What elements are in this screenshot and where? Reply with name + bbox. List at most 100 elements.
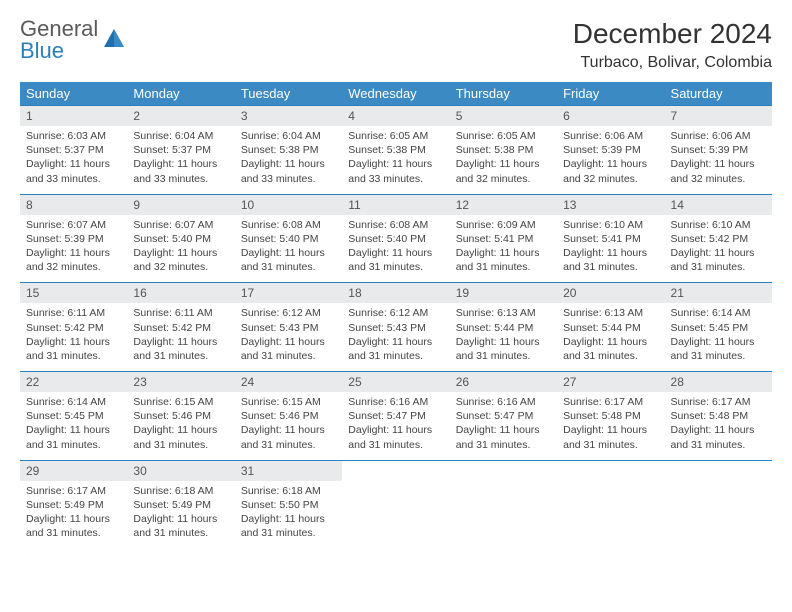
sunset: Sunset: 5:38 PM	[456, 143, 551, 157]
day-body: Sunrise: 6:10 AMSunset: 5:42 PMDaylight:…	[665, 215, 772, 283]
sunset: Sunset: 5:48 PM	[671, 409, 766, 423]
day-body: Sunrise: 6:17 AMSunset: 5:48 PMDaylight:…	[557, 392, 664, 460]
day-body: Sunrise: 6:08 AMSunset: 5:40 PMDaylight:…	[235, 215, 342, 283]
sunset: Sunset: 5:37 PM	[26, 143, 121, 157]
sunrise: Sunrise: 6:14 AM	[671, 306, 766, 320]
logo-line2: Blue	[20, 38, 64, 63]
daylight: Daylight: 11 hours and 33 minutes.	[26, 157, 121, 185]
sunset: Sunset: 5:39 PM	[671, 143, 766, 157]
sunrise: Sunrise: 6:12 AM	[348, 306, 443, 320]
calendar-day: 24Sunrise: 6:15 AMSunset: 5:46 PMDayligh…	[235, 372, 342, 461]
day-number: 4	[342, 106, 449, 126]
sunrise: Sunrise: 6:06 AM	[563, 129, 658, 143]
calendar-day: 29Sunrise: 6:17 AMSunset: 5:49 PMDayligh…	[20, 460, 127, 548]
day-number: 1	[20, 106, 127, 126]
sunset: Sunset: 5:49 PM	[26, 498, 121, 512]
calendar-day: 31Sunrise: 6:18 AMSunset: 5:50 PMDayligh…	[235, 460, 342, 548]
dow-header: Sunday	[20, 82, 127, 106]
daylight: Daylight: 11 hours and 31 minutes.	[348, 335, 443, 363]
dow-header: Friday	[557, 82, 664, 106]
day-body: Sunrise: 6:08 AMSunset: 5:40 PMDaylight:…	[342, 215, 449, 283]
day-body: Sunrise: 6:07 AMSunset: 5:39 PMDaylight:…	[20, 215, 127, 283]
daylight: Daylight: 11 hours and 31 minutes.	[671, 246, 766, 274]
calendar-week: 1Sunrise: 6:03 AMSunset: 5:37 PMDaylight…	[20, 106, 772, 195]
daylight: Daylight: 11 hours and 31 minutes.	[563, 423, 658, 451]
sunset: Sunset: 5:43 PM	[241, 321, 336, 335]
day-body: Sunrise: 6:16 AMSunset: 5:47 PMDaylight:…	[342, 392, 449, 460]
sunrise: Sunrise: 6:13 AM	[456, 306, 551, 320]
day-number: 22	[20, 372, 127, 392]
calendar-week: 29Sunrise: 6:17 AMSunset: 5:49 PMDayligh…	[20, 460, 772, 548]
day-number: 17	[235, 283, 342, 303]
sunset: Sunset: 5:44 PM	[456, 321, 551, 335]
daylight: Daylight: 11 hours and 31 minutes.	[456, 246, 551, 274]
day-number: 6	[557, 106, 664, 126]
daylight: Daylight: 11 hours and 31 minutes.	[133, 423, 228, 451]
calendar-day	[665, 460, 772, 548]
sunrise: Sunrise: 6:17 AM	[671, 395, 766, 409]
day-body: Sunrise: 6:13 AMSunset: 5:44 PMDaylight:…	[557, 303, 664, 371]
day-body: Sunrise: 6:16 AMSunset: 5:47 PMDaylight:…	[450, 392, 557, 460]
sunrise: Sunrise: 6:10 AM	[671, 218, 766, 232]
sunrise: Sunrise: 6:17 AM	[26, 484, 121, 498]
logo: General Blue	[20, 18, 128, 62]
day-number: 16	[127, 283, 234, 303]
dow-header: Wednesday	[342, 82, 449, 106]
daylight: Daylight: 11 hours and 31 minutes.	[348, 423, 443, 451]
sunrise: Sunrise: 6:08 AM	[348, 218, 443, 232]
day-number: 30	[127, 461, 234, 481]
day-number: 12	[450, 195, 557, 215]
calendar-day	[557, 460, 664, 548]
day-body: Sunrise: 6:14 AMSunset: 5:45 PMDaylight:…	[665, 303, 772, 371]
calendar-day: 14Sunrise: 6:10 AMSunset: 5:42 PMDayligh…	[665, 194, 772, 283]
sunset: Sunset: 5:39 PM	[563, 143, 658, 157]
logo-text: General Blue	[20, 18, 98, 62]
sunrise: Sunrise: 6:18 AM	[133, 484, 228, 498]
sunset: Sunset: 5:37 PM	[133, 143, 228, 157]
calendar-day: 2Sunrise: 6:04 AMSunset: 5:37 PMDaylight…	[127, 106, 234, 195]
sunrise: Sunrise: 6:04 AM	[133, 129, 228, 143]
sunset: Sunset: 5:41 PM	[456, 232, 551, 246]
sunset: Sunset: 5:46 PM	[133, 409, 228, 423]
day-body: Sunrise: 6:17 AMSunset: 5:49 PMDaylight:…	[20, 481, 127, 549]
day-body: Sunrise: 6:14 AMSunset: 5:45 PMDaylight:…	[20, 392, 127, 460]
day-body: Sunrise: 6:17 AMSunset: 5:48 PMDaylight:…	[665, 392, 772, 460]
daylight: Daylight: 11 hours and 32 minutes.	[456, 157, 551, 185]
sunrise: Sunrise: 6:05 AM	[348, 129, 443, 143]
sunrise: Sunrise: 6:05 AM	[456, 129, 551, 143]
sunrise: Sunrise: 6:10 AM	[563, 218, 658, 232]
calendar-day: 27Sunrise: 6:17 AMSunset: 5:48 PMDayligh…	[557, 372, 664, 461]
calendar-week: 8Sunrise: 6:07 AMSunset: 5:39 PMDaylight…	[20, 194, 772, 283]
daylight: Daylight: 11 hours and 31 minutes.	[241, 423, 336, 451]
day-number: 14	[665, 195, 772, 215]
daylight: Daylight: 11 hours and 32 minutes.	[133, 246, 228, 274]
day-number: 23	[127, 372, 234, 392]
day-number: 21	[665, 283, 772, 303]
sunset: Sunset: 5:46 PM	[241, 409, 336, 423]
day-number: 20	[557, 283, 664, 303]
day-body: Sunrise: 6:15 AMSunset: 5:46 PMDaylight:…	[127, 392, 234, 460]
daylight: Daylight: 11 hours and 33 minutes.	[348, 157, 443, 185]
calendar-head: SundayMondayTuesdayWednesdayThursdayFrid…	[20, 82, 772, 106]
day-body: Sunrise: 6:04 AMSunset: 5:37 PMDaylight:…	[127, 126, 234, 194]
daylight: Daylight: 11 hours and 31 minutes.	[26, 423, 121, 451]
day-number: 18	[342, 283, 449, 303]
day-number: 19	[450, 283, 557, 303]
day-number: 27	[557, 372, 664, 392]
sunrise: Sunrise: 6:09 AM	[456, 218, 551, 232]
calendar-day: 21Sunrise: 6:14 AMSunset: 5:45 PMDayligh…	[665, 283, 772, 372]
calendar-week: 15Sunrise: 6:11 AMSunset: 5:42 PMDayligh…	[20, 283, 772, 372]
day-number: 5	[450, 106, 557, 126]
sunset: Sunset: 5:42 PM	[26, 321, 121, 335]
title-block: December 2024 Turbaco, Bolivar, Colombia	[573, 18, 772, 72]
day-number: 10	[235, 195, 342, 215]
calendar-day	[450, 460, 557, 548]
calendar-day: 10Sunrise: 6:08 AMSunset: 5:40 PMDayligh…	[235, 194, 342, 283]
daylight: Daylight: 11 hours and 32 minutes.	[563, 157, 658, 185]
page-header: General Blue December 2024 Turbaco, Boli…	[20, 18, 772, 72]
sunrise: Sunrise: 6:16 AM	[348, 395, 443, 409]
daylight: Daylight: 11 hours and 33 minutes.	[133, 157, 228, 185]
daylight: Daylight: 11 hours and 31 minutes.	[671, 335, 766, 363]
dow-row: SundayMondayTuesdayWednesdayThursdayFrid…	[20, 82, 772, 106]
calendar-day: 16Sunrise: 6:11 AMSunset: 5:42 PMDayligh…	[127, 283, 234, 372]
